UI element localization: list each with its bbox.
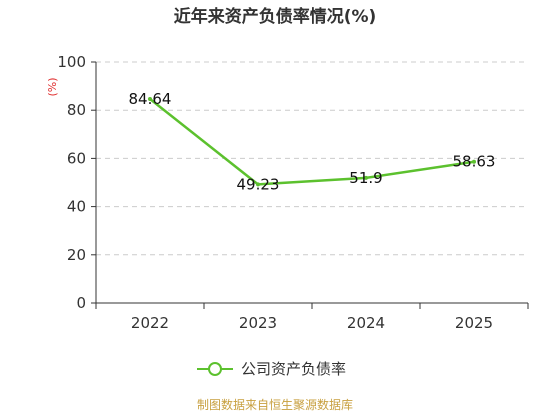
x-axis-ticks: 2022 2023 2024 2025 (95, 303, 529, 332)
data-label: 51.9 (349, 169, 382, 187)
x-tick-label: 2024 (347, 314, 385, 332)
data-point[interactable] (148, 97, 152, 102)
y-tick-label: 0 (76, 294, 86, 312)
y-tick-label: 40 (67, 198, 86, 216)
y-axis-ticks: 0 20 40 60 80 100 (57, 53, 96, 312)
series-line (148, 97, 476, 187)
data-point[interactable] (256, 182, 260, 187)
data-label: 84.64 (129, 90, 172, 108)
y-axis-unit: (%) (46, 77, 59, 96)
legend-label: 公司资产负债率 (241, 360, 346, 378)
chart-title: 近年来资产负债率情况(%) (174, 6, 377, 27)
data-label: 58.63 (453, 153, 496, 171)
data-point[interactable] (364, 175, 368, 180)
y-tick-label: 80 (67, 101, 86, 119)
legend-marker-icon (208, 362, 222, 376)
grid-lines (96, 61, 528, 256)
source-note: 制图数据来自恒生聚源数据库 (197, 397, 353, 412)
data-labels: 84.64 49.23 51.9 58.63 (129, 90, 496, 193)
x-tick-label: 2023 (239, 314, 277, 332)
legend[interactable]: 公司资产负债率 (197, 360, 346, 378)
y-tick-label: 20 (67, 246, 86, 264)
series-line-path (149, 98, 475, 186)
x-tick-label: 2025 (455, 314, 493, 332)
x-tick-label: 2022 (131, 314, 169, 332)
y-tick-label: 100 (57, 53, 86, 71)
data-label: 49.23 (237, 175, 280, 193)
y-tick-label: 60 (67, 149, 86, 167)
data-point[interactable] (472, 159, 476, 164)
